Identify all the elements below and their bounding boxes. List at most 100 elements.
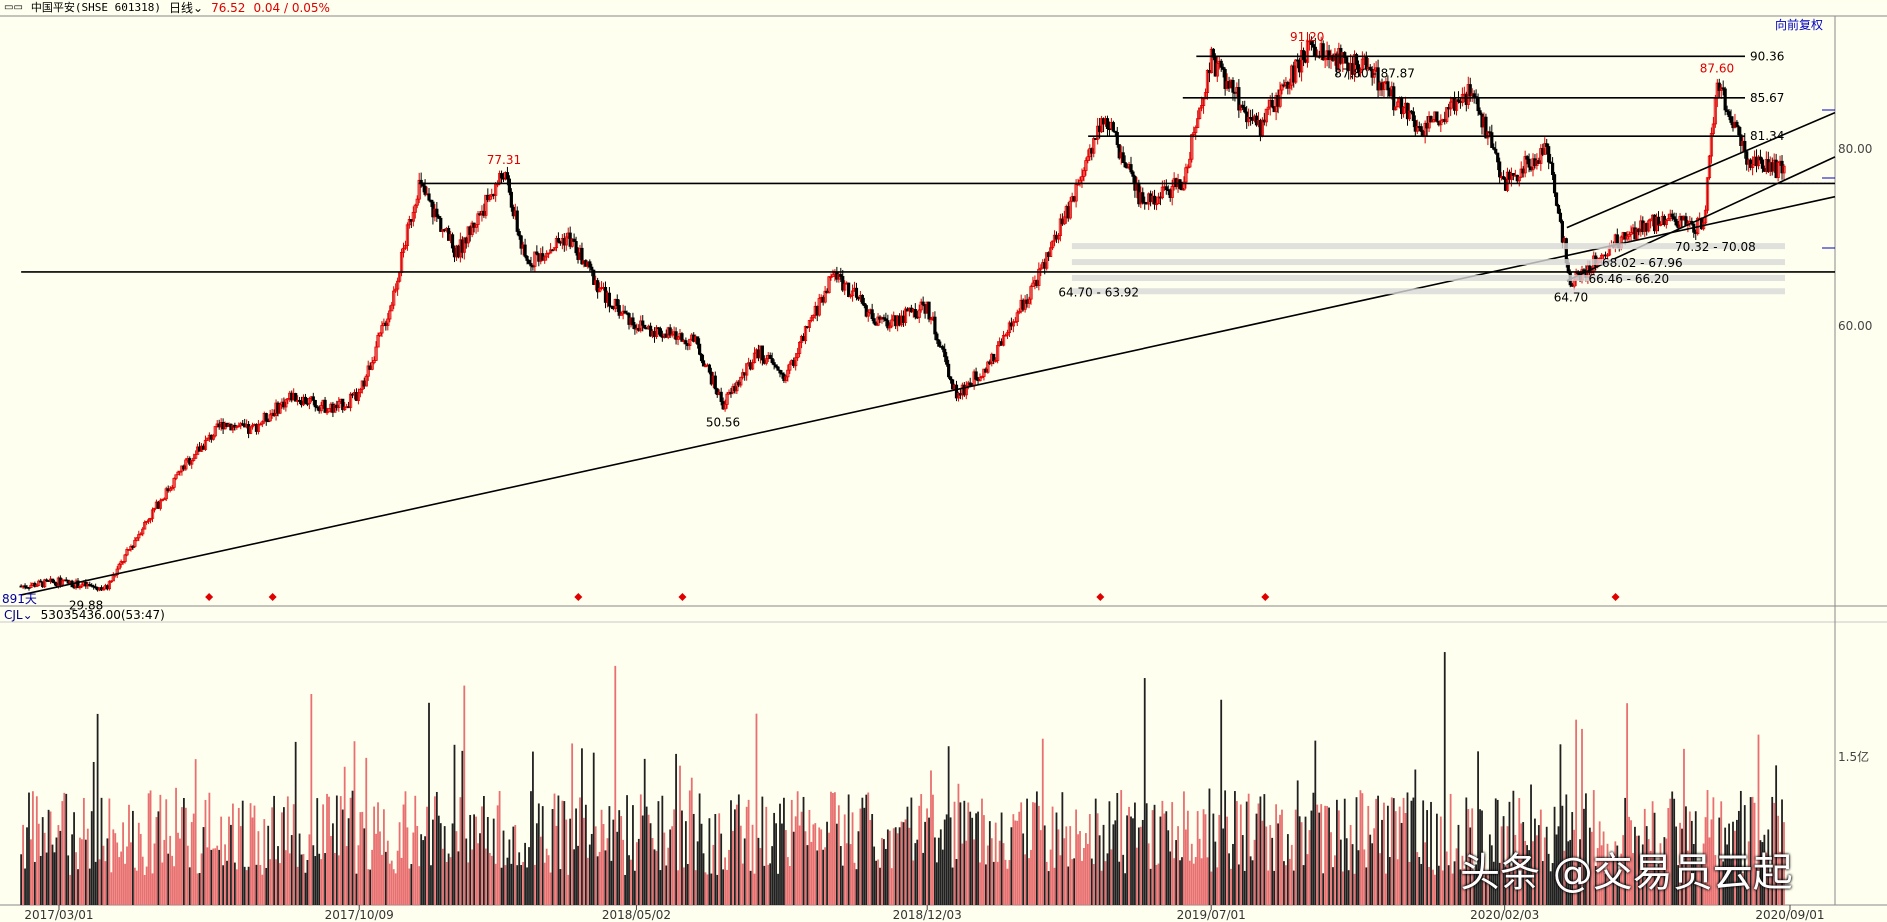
volume-bar — [726, 869, 728, 905]
volume-bar — [1157, 863, 1160, 905]
y-tick-label: 80.00 — [1838, 142, 1872, 156]
volume-bar — [663, 832, 666, 905]
volume-bars — [20, 652, 1785, 905]
candle-body — [1721, 87, 1725, 90]
volume-bar — [584, 804, 587, 905]
volume-bar — [886, 829, 889, 905]
volume-bar — [1651, 801, 1654, 905]
volume-bar — [1186, 810, 1189, 905]
signal-marker — [205, 593, 214, 601]
candle-body — [105, 585, 110, 590]
volume-bar — [596, 856, 599, 905]
candle-body — [1476, 96, 1480, 112]
volume-bar — [1657, 863, 1660, 905]
volume-bar — [614, 665, 617, 905]
candle-body — [923, 304, 927, 314]
volume-bar — [1579, 839, 1581, 905]
candle-body — [1027, 298, 1031, 304]
volume-bar — [673, 809, 676, 905]
candle-body — [535, 251, 539, 255]
volume-bar — [1083, 848, 1085, 905]
volume-tick-label: 1.5亿 — [1838, 749, 1869, 764]
double-square-icon[interactable]: ▭▭ — [4, 2, 23, 13]
candle-body — [733, 386, 737, 392]
volume-bar — [755, 713, 758, 905]
volume-bar — [869, 820, 872, 905]
candle-body — [980, 376, 984, 379]
volume-bar — [1241, 835, 1244, 905]
candle-body — [576, 252, 580, 260]
volume-bar — [1396, 859, 1399, 905]
candle-body — [294, 393, 298, 402]
volume-bar — [630, 859, 632, 905]
candle-body — [1313, 46, 1317, 57]
candle-body — [205, 437, 210, 441]
candle-body — [982, 368, 986, 377]
volume-bar — [1185, 829, 1187, 905]
volume-bar — [375, 833, 377, 905]
volume-bar — [355, 873, 358, 905]
volume-bar — [710, 873, 713, 905]
candle-body — [1658, 224, 1663, 226]
volume-bar — [1471, 808, 1474, 905]
volume-bar — [177, 832, 179, 905]
candle-body — [343, 406, 347, 411]
candle-body — [821, 296, 825, 303]
candle-body — [617, 305, 621, 316]
candle-body — [303, 396, 308, 404]
candle-body — [807, 320, 812, 328]
volume-bar — [1732, 821, 1734, 905]
volume-bar — [594, 826, 597, 905]
candle-body — [156, 501, 160, 509]
candle-body — [482, 210, 486, 216]
volume-bar — [210, 849, 213, 905]
volume-bar — [130, 842, 132, 905]
candle-body — [476, 213, 480, 225]
volume-bar — [1151, 810, 1154, 905]
volume-bar — [753, 873, 756, 905]
volume-bar — [824, 847, 827, 905]
candle-body — [478, 213, 482, 216]
volume-bar — [949, 817, 952, 905]
candle-body — [1264, 108, 1268, 123]
period-selector[interactable]: 日线⌄ — [169, 1, 204, 15]
candle-body — [656, 327, 661, 330]
candle-body — [872, 318, 876, 324]
candle-body — [1170, 186, 1174, 198]
volume-bar — [1673, 798, 1676, 905]
volume-bar — [284, 850, 287, 905]
candle-body — [517, 231, 521, 237]
volume-bar — [1490, 845, 1493, 905]
volume-bar — [924, 821, 927, 905]
volume-bar — [1726, 844, 1729, 905]
indicator-selector[interactable]: CJL⌄ — [4, 608, 33, 622]
adjust-mode-button[interactable]: 向前复权 — [1775, 18, 1824, 32]
volume-bar — [551, 809, 554, 905]
volume-bar — [743, 838, 746, 905]
volume-bar — [308, 834, 311, 905]
volume-bar — [1045, 861, 1048, 905]
volume-bar — [679, 765, 681, 905]
volume-bar — [1602, 831, 1605, 905]
volume-bar — [653, 849, 656, 905]
candle-body — [782, 373, 786, 382]
volume-bar — [1696, 864, 1699, 905]
volume-bar — [1692, 843, 1695, 905]
candle-body — [1186, 166, 1190, 169]
volume-bar — [904, 819, 907, 905]
candle-body — [152, 507, 157, 511]
volume-bar — [1741, 873, 1744, 905]
volume-bar — [406, 827, 409, 905]
volume-bar — [724, 857, 726, 905]
volume-bar — [1504, 866, 1507, 905]
candle-body — [315, 406, 319, 409]
volume-bar — [1181, 857, 1183, 905]
volume-bar — [1230, 868, 1232, 905]
volume-bar — [818, 827, 821, 905]
volume-bar — [1139, 826, 1142, 905]
candle-body — [423, 185, 427, 195]
chevron-down-icon: ⌄ — [22, 608, 33, 622]
candle-body — [809, 317, 813, 321]
candle-body — [1123, 162, 1127, 168]
